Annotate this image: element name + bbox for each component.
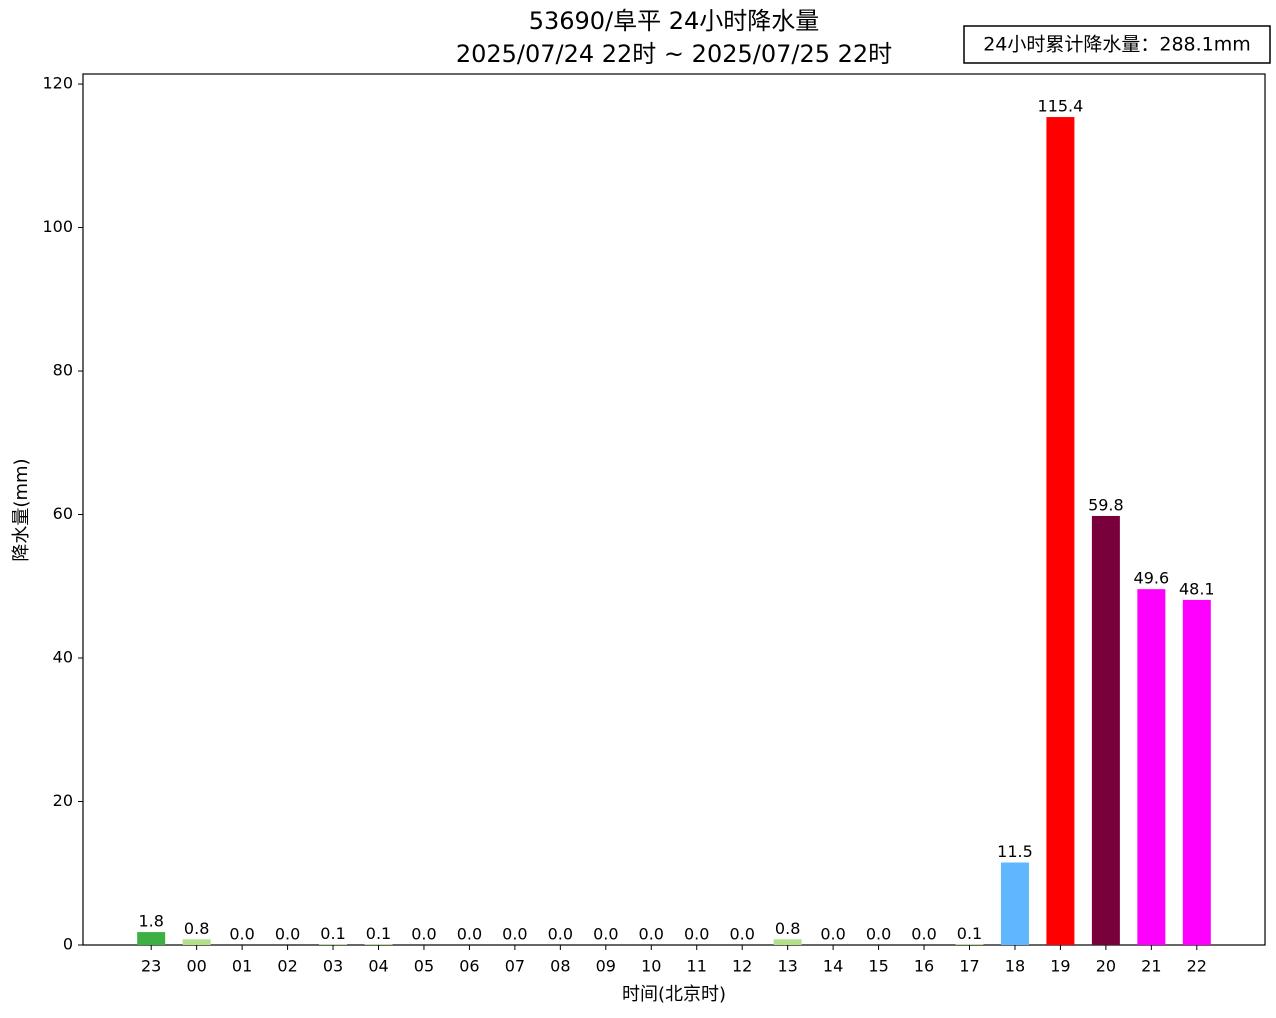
x-tick-label: 03 <box>323 957 343 976</box>
y-tick-label: 100 <box>42 217 73 236</box>
y-tick-label: 20 <box>53 791 73 810</box>
value-label: 0.0 <box>229 925 254 944</box>
bar <box>773 939 802 945</box>
x-tick-label: 13 <box>777 957 797 976</box>
plot-frame <box>82 73 1266 946</box>
bar <box>1091 515 1120 945</box>
x-tick-label: 12 <box>732 957 752 976</box>
value-label: 11.5 <box>997 842 1033 861</box>
annotation-box <box>963 25 1271 64</box>
x-tick-label: 15 <box>868 957 888 976</box>
chart-subtitle: 2025/07/24 22时 ~ 2025/07/25 22时 <box>456 40 892 68</box>
y-axis-label: 降水量(mm) <box>11 458 32 561</box>
value-label: 0.1 <box>320 924 345 943</box>
x-tick-label: 17 <box>959 957 979 976</box>
bar <box>955 944 984 945</box>
x-tick-label: 07 <box>505 957 525 976</box>
x-tick-label: 11 <box>687 957 707 976</box>
x-tick-label: 19 <box>1050 957 1070 976</box>
value-label: 1.8 <box>138 912 163 931</box>
x-tick-label: 10 <box>641 957 661 976</box>
value-label: 0.0 <box>457 925 482 944</box>
x-tick-label: 08 <box>550 957 570 976</box>
value-label: 0.0 <box>411 925 436 944</box>
x-tick-label: 16 <box>914 957 934 976</box>
x-tick-label: 20 <box>1096 957 1116 976</box>
bar <box>1046 117 1075 945</box>
value-label: 0.0 <box>866 925 891 944</box>
bar <box>364 944 393 945</box>
bar <box>182 939 211 945</box>
y-tick-label: 0 <box>63 935 73 954</box>
value-label: 0.0 <box>502 925 527 944</box>
value-label: 0.0 <box>548 925 573 944</box>
value-label: 115.4 <box>1038 97 1084 116</box>
value-label: 48.1 <box>1179 579 1215 598</box>
bar <box>1137 589 1166 945</box>
value-label: 0.0 <box>593 925 618 944</box>
x-tick-label: 23 <box>141 957 161 976</box>
y-tick-label: 120 <box>42 74 73 93</box>
value-label: 0.0 <box>684 925 709 944</box>
y-tick-label: 80 <box>53 361 73 380</box>
bar <box>1182 599 1211 945</box>
bar <box>137 932 166 945</box>
chart-title: 53690/阜平 24小时降水量 <box>529 7 820 35</box>
value-label: 0.8 <box>775 919 800 938</box>
value-label: 0.8 <box>184 919 209 938</box>
x-tick-label: 02 <box>277 957 297 976</box>
y-tick-label: 40 <box>53 648 73 667</box>
x-tick-label: 18 <box>1005 957 1025 976</box>
value-label: 0.0 <box>820 925 845 944</box>
value-label: 49.6 <box>1134 569 1170 588</box>
x-tick-label: 21 <box>1141 957 1161 976</box>
x-tick-label: 05 <box>414 957 434 976</box>
x-tick-label: 04 <box>368 957 388 976</box>
x-tick-label: 22 <box>1187 957 1207 976</box>
value-label: 0.0 <box>275 925 300 944</box>
value-label: 0.0 <box>639 925 664 944</box>
value-label: 0.0 <box>911 925 936 944</box>
x-tick-label: 09 <box>596 957 616 976</box>
x-tick-label: 06 <box>459 957 479 976</box>
value-label: 0.1 <box>366 924 391 943</box>
bar <box>1000 862 1029 945</box>
bar <box>319 944 348 945</box>
x-tick-label: 14 <box>823 957 843 976</box>
value-label: 59.8 <box>1088 495 1124 514</box>
x-tick-label: 00 <box>186 957 206 976</box>
value-label: 0.1 <box>957 924 982 943</box>
x-tick-label: 01 <box>232 957 252 976</box>
y-tick-label: 60 <box>53 504 73 523</box>
annotation: 24小时累计降水量：288.1mm <box>983 34 1251 56</box>
x-axis-label: 时间(北京时) <box>622 984 726 1005</box>
value-label: 0.0 <box>729 925 754 944</box>
